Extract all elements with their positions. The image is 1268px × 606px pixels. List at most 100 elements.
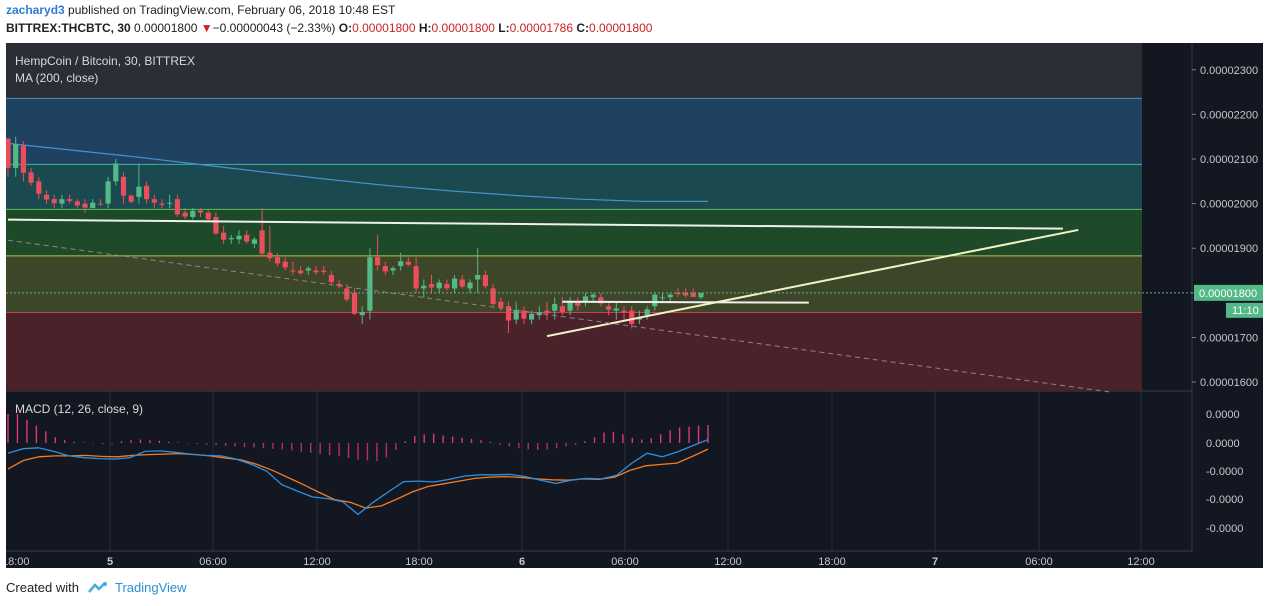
time-tick-label: 06:00	[611, 556, 639, 568]
candle-body	[174, 199, 180, 215]
candle-body	[167, 202, 173, 204]
trend-line	[7, 218, 1063, 230]
time-tick-label: 12:00	[714, 556, 742, 568]
candle-body	[459, 279, 465, 287]
chart-frame[interactable]: 0.00002300 0.00002200 0.00002100 0.00002000…	[2, 43, 1263, 568]
change-value: −0.00000043 (−2.33%)	[212, 21, 336, 35]
candle-body	[190, 210, 196, 217]
candle-body	[228, 237, 234, 240]
time-tick-label: 06:00	[199, 556, 227, 568]
symbol-label: BITTREX:THCBTC, 30	[6, 21, 131, 35]
candle-body	[74, 201, 80, 206]
price-tick-label: 0.00001900	[1200, 243, 1258, 255]
candle-body	[529, 313, 535, 320]
macd-tick-label: -0.0000	[1206, 494, 1243, 506]
candle-body	[274, 257, 281, 264]
candle-body	[405, 261, 411, 265]
price-tick-label: 0.00001600	[1200, 377, 1258, 389]
created-with-label: Created with	[6, 580, 79, 595]
countdown-badge	[1226, 302, 1263, 318]
tradingview-logo-icon	[88, 581, 107, 593]
candle-body	[567, 300, 573, 311]
candle-body	[521, 310, 527, 319]
price-tick-label: 0.00002200	[1200, 109, 1258, 121]
candle-body	[536, 312, 542, 316]
time-tick-label: 7	[932, 556, 938, 568]
candle-body	[490, 288, 496, 304]
price-tick-label: 0.00002000	[1200, 199, 1258, 211]
macd-tick-label: 0.0000	[1206, 409, 1240, 421]
candle-body	[428, 283, 435, 288]
candle-body	[552, 304, 558, 311]
fib-zone	[6, 98, 1142, 165]
candle-body	[205, 212, 211, 220]
candle-body	[90, 202, 96, 209]
down-arrow-icon: ▼	[200, 21, 213, 35]
candle-body	[197, 210, 204, 213]
candle-body	[390, 268, 396, 271]
candle-body	[313, 270, 319, 273]
candle-body	[336, 283, 342, 287]
candle-body	[151, 199, 157, 203]
high-value: 0.00001800	[431, 21, 495, 35]
candle-body	[59, 199, 65, 204]
time-tick-label: 6	[519, 556, 525, 568]
low-label: L:	[498, 21, 510, 35]
candle-body	[675, 292, 681, 295]
candle-body	[359, 312, 365, 316]
candle-body	[606, 306, 612, 310]
time-tick-label: 5	[107, 556, 113, 568]
candle-body	[590, 294, 596, 298]
candle-body	[20, 145, 26, 173]
macd-tick-label: -0.0000	[1206, 466, 1243, 478]
candle-body	[159, 203, 165, 205]
price-tick-label: 0.00002100	[1200, 154, 1258, 166]
candle-body	[367, 257, 373, 311]
candle-body	[436, 282, 442, 289]
candle-body	[305, 268, 311, 271]
candle-body	[613, 308, 619, 311]
candle-body	[644, 309, 650, 316]
fib-zone	[6, 312, 1142, 391]
candle-body	[636, 317, 642, 320]
candle-body	[236, 235, 242, 240]
candle-body	[621, 310, 627, 313]
candle-body	[598, 297, 604, 304]
candle-body	[13, 144, 19, 168]
candle-body	[144, 185, 150, 200]
tradingview-link[interactable]: TradingView	[114, 580, 187, 595]
candle-body	[452, 278, 458, 289]
candle-body	[136, 186, 142, 197]
candle-body	[221, 232, 227, 240]
candle-body	[113, 163, 119, 182]
candle-body	[128, 195, 134, 202]
low-value: 0.00001786	[509, 21, 574, 35]
candle-body	[698, 292, 704, 298]
ma-indicator-label: MA (200, close)	[15, 71, 98, 85]
publish-info: zacharyd3 published on TradingView.com, …	[6, 3, 395, 17]
chart-title: HempCoin / Bitcoin, 30, BITTREX	[15, 54, 195, 68]
chart-canvas[interactable]: 0.00002300 0.00002200 0.00002100 0.00002000…	[2, 43, 1263, 568]
close-value: 0.00001800	[589, 21, 653, 35]
macd-tick-label: -0.0000	[1206, 523, 1243, 535]
candle-body	[82, 203, 88, 208]
macd-line	[7, 439, 709, 516]
candle-body	[690, 292, 696, 297]
candle-body	[667, 294, 673, 298]
price-tick-label: 0.00002300	[1200, 65, 1258, 77]
candle-body	[375, 257, 381, 266]
candle-body	[382, 266, 388, 272]
candle-body	[97, 203, 103, 205]
candle-body	[659, 297, 666, 299]
candle-body	[120, 176, 127, 196]
macd-title: MACD (12, 26, close, 9)	[15, 402, 143, 416]
time-tick-label: 18:00	[6, 556, 30, 568]
candle-body	[182, 212, 188, 217]
author-link[interactable]: zacharyd3	[6, 3, 65, 17]
time-tick-label: 12:00	[1127, 556, 1155, 568]
countdown-label: 11:10	[1232, 305, 1259, 317]
candle-body	[321, 270, 327, 272]
candle-body	[575, 301, 581, 306]
candle-body	[67, 199, 73, 201]
candle-body	[298, 270, 304, 274]
